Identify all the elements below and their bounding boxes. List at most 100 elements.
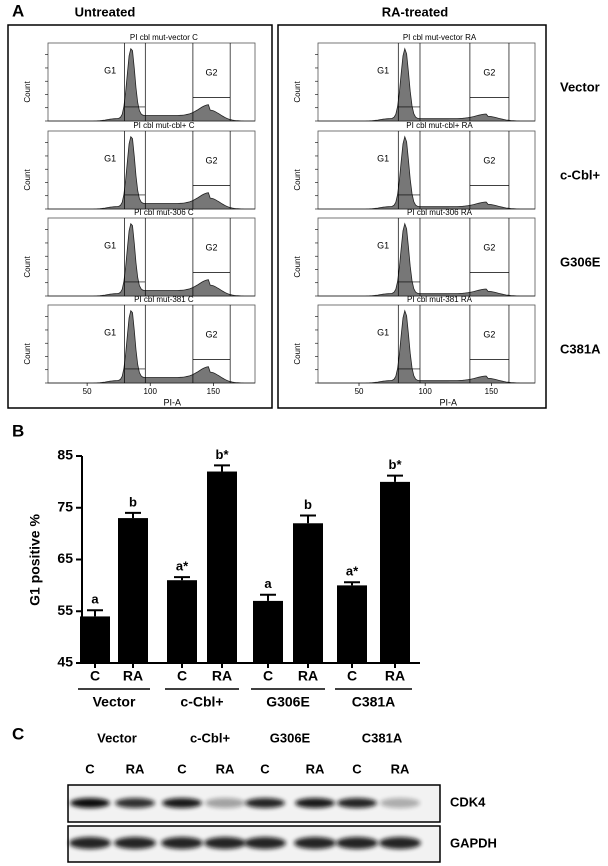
histogram (318, 309, 535, 384)
lane-label: RA (126, 761, 145, 776)
gate-label: G2 (206, 67, 218, 77)
y-axis-label: Count (23, 256, 32, 278)
group-label: c-Cbl+ (180, 694, 223, 710)
column-title: Untreated (75, 4, 136, 19)
y-axis-label: G1 positive % (27, 514, 43, 606)
significance-label: a* (346, 564, 359, 579)
row-label: c-Cbl+ (560, 167, 601, 182)
y-tick-label: 45 (57, 654, 73, 670)
bar (293, 523, 323, 663)
group-label: C381A (352, 694, 396, 710)
bar (380, 481, 410, 663)
significance-label: b* (389, 457, 403, 472)
lane-label: C (260, 761, 270, 776)
plot-title: PI cbl mut-cbl+ C (133, 121, 194, 130)
x-tick-label: 50 (355, 387, 364, 396)
x-tick-label: RA (123, 668, 143, 684)
histogram (318, 222, 535, 297)
blot-band (245, 798, 285, 808)
y-axis-label: Count (23, 343, 32, 365)
error-bar (174, 576, 190, 581)
gate-label: G1 (377, 153, 389, 163)
gate-label: G2 (483, 67, 495, 77)
plot-title: PI cbl mut-381 RA (407, 295, 473, 304)
y-axis-label: Count (293, 81, 302, 103)
x-tick-label: C (90, 668, 100, 684)
error-bar (300, 514, 316, 524)
y-axis-label: Count (293, 169, 302, 191)
histogram (48, 135, 255, 210)
blot-band (205, 798, 245, 808)
lane-label: RA (306, 761, 325, 776)
gate-label: G2 (483, 242, 495, 252)
blot-band (380, 798, 420, 808)
y-axis-label: Count (23, 81, 32, 103)
lane-label: C (85, 761, 95, 776)
gate-label: G1 (104, 65, 116, 75)
y-tick-label: 75 (57, 498, 73, 514)
bar (167, 580, 197, 663)
plot-frame (317, 217, 536, 297)
bar (253, 600, 283, 663)
plot-title: PI cbl mut-381 C (134, 295, 194, 304)
plot-title: PI cbl mut-cbl+ RA (406, 121, 473, 130)
blot-band (162, 798, 202, 808)
gate-label: G2 (206, 329, 218, 339)
panel-box (7, 24, 273, 409)
significance-label: a (264, 576, 272, 591)
histogram (48, 222, 255, 297)
row-label: G306E (560, 254, 601, 269)
plot-frame (47, 130, 256, 210)
y-axis-label: Count (23, 169, 32, 191)
x-tick-label: 50 (83, 387, 92, 396)
x-tick-label: C (263, 668, 273, 684)
blot-band (295, 798, 335, 808)
x-axis-label: PI-A (163, 397, 181, 407)
blot-band (379, 837, 421, 849)
blot-band (70, 798, 110, 808)
gate-label: G1 (104, 240, 116, 250)
significance-label: a (91, 592, 99, 607)
plot-frame (317, 42, 536, 122)
significance-label: b (129, 494, 137, 509)
histogram (48, 309, 255, 384)
blot-label: GAPDH (450, 835, 497, 850)
lane-label: RA (391, 761, 410, 776)
histogram (318, 135, 535, 210)
gate-label: G2 (206, 155, 218, 165)
blot-band (337, 798, 377, 808)
x-tick-label: RA (298, 668, 318, 684)
plot-frame (317, 130, 536, 210)
histogram (318, 47, 535, 122)
x-tick-label: C (347, 668, 357, 684)
plot-frame (47, 217, 256, 297)
blot-band (69, 837, 111, 849)
row-label: Vector (560, 79, 600, 94)
blot-label: CDK4 (450, 794, 486, 809)
lane-label: RA (216, 761, 235, 776)
x-tick-label: 100 (144, 387, 158, 396)
lane-label: C (177, 761, 187, 776)
bar (80, 616, 110, 663)
significance-label: b* (216, 447, 230, 462)
bar (118, 518, 148, 663)
plot-title: PI cbl mut-vector RA (403, 33, 477, 42)
error-bar (344, 581, 360, 586)
bar (337, 585, 367, 663)
y-tick-label: 85 (57, 447, 73, 463)
gate-label: G1 (104, 153, 116, 163)
x-axis-label: PI-A (439, 397, 457, 407)
error-bar (125, 511, 141, 519)
plot-frame (317, 304, 536, 384)
panel-label: B (12, 421, 24, 440)
blot-band (115, 798, 155, 808)
plot-title: PI cbl mut-306 RA (407, 208, 473, 217)
group-label: c-Cbl+ (190, 730, 231, 745)
group-label: Vector (97, 730, 137, 745)
group-label: C381A (362, 730, 403, 745)
panel-label: A (12, 1, 24, 20)
blot-band (204, 837, 246, 849)
blot-band (336, 837, 378, 849)
gate-label: G1 (377, 65, 389, 75)
